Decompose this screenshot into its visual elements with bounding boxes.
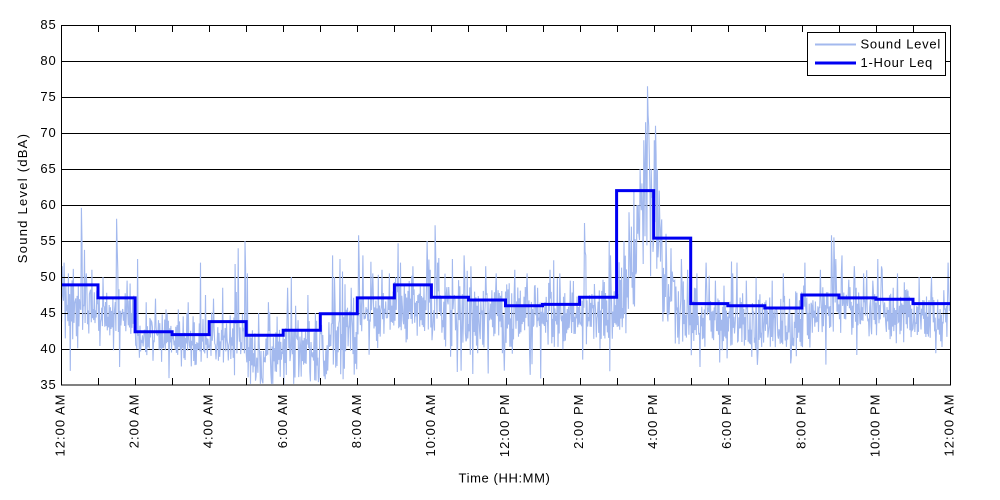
svg-text:60: 60: [40, 197, 56, 212]
svg-text:8:00 PM: 8:00 PM: [793, 394, 808, 449]
svg-text:6:00 AM: 6:00 AM: [275, 394, 290, 449]
svg-text:12:00 AM: 12:00 AM: [53, 394, 68, 457]
svg-text:8:00 AM: 8:00 AM: [349, 394, 364, 449]
svg-text:12:00 AM: 12:00 AM: [942, 394, 957, 457]
svg-text:4:00 AM: 4:00 AM: [201, 394, 216, 449]
svg-text:2:00 PM: 2:00 PM: [571, 394, 586, 449]
svg-text:35: 35: [40, 377, 56, 392]
svg-text:2:00 AM: 2:00 AM: [127, 394, 142, 449]
svg-text:85: 85: [40, 17, 56, 32]
svg-text:1-Hour Leq: 1-Hour Leq: [861, 55, 934, 70]
svg-text:50: 50: [40, 269, 56, 284]
svg-text:10:00 AM: 10:00 AM: [423, 394, 438, 457]
svg-text:4:00 PM: 4:00 PM: [645, 394, 660, 449]
svg-text:80: 80: [40, 53, 56, 68]
svg-text:Sound Level (dBA): Sound Level (dBA): [15, 133, 30, 263]
svg-text:Sound Level: Sound Level: [861, 36, 942, 51]
svg-text:45: 45: [40, 305, 56, 320]
svg-text:55: 55: [40, 233, 56, 248]
svg-text:12:00 PM: 12:00 PM: [497, 394, 512, 458]
svg-text:70: 70: [40, 125, 56, 140]
svg-text:40: 40: [40, 341, 56, 356]
svg-text:10:00 PM: 10:00 PM: [867, 394, 882, 458]
svg-text:65: 65: [40, 161, 56, 176]
svg-text:75: 75: [40, 89, 56, 104]
svg-text:Time (HH:MM): Time (HH:MM): [459, 471, 551, 486]
svg-text:6:00 PM: 6:00 PM: [719, 394, 734, 449]
